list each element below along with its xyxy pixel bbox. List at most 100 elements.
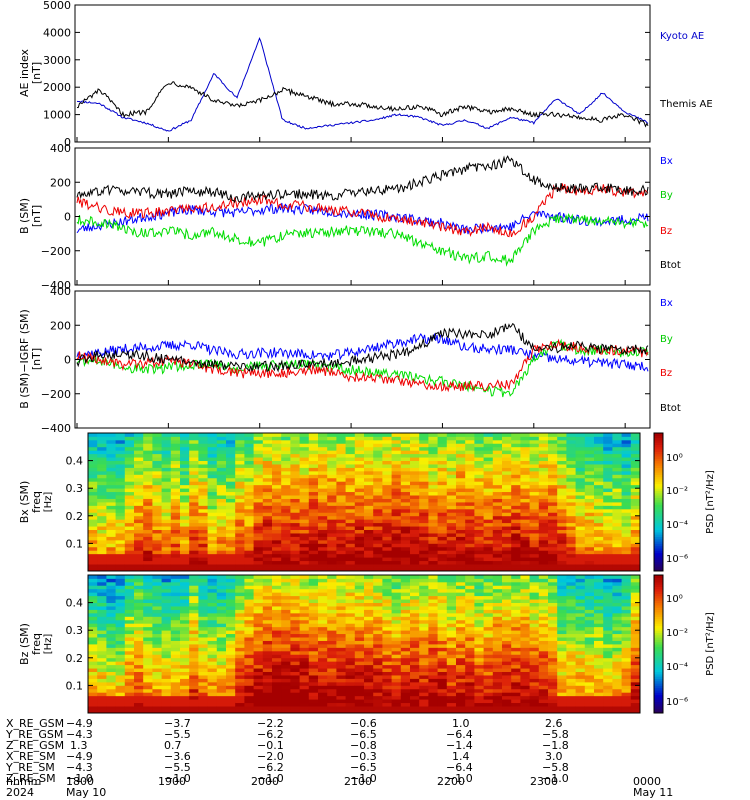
spectrogram-cell: [253, 585, 264, 590]
spectrogram-cell: [474, 612, 484, 617]
spectrogram-cell: [382, 495, 392, 499]
spectrogram-cell: [594, 546, 604, 551]
spectrogram-cell: [621, 671, 632, 676]
spectrogram-cell: [336, 464, 346, 468]
colorbar-segment: [654, 568, 663, 572]
spectrogram-cell: [336, 695, 346, 700]
spectrogram-cell: [216, 488, 227, 493]
spectrogram-cell: [262, 644, 273, 648]
spectrogram-cell: [244, 488, 254, 493]
spectrogram-cell: [152, 446, 162, 451]
spectrogram-cell: [152, 457, 162, 461]
spectrogram-cell: [538, 470, 549, 475]
spectrogram-cell: [336, 592, 346, 597]
spectrogram-cell: [566, 470, 576, 475]
spectrogram-cell: [502, 592, 512, 597]
spectrogram-cell: [410, 619, 420, 624]
spectrogram-cell: [391, 695, 402, 700]
spectrogram-cell: [465, 585, 475, 590]
spectrogram-cell: [456, 474, 466, 479]
spectrogram-cell: [621, 626, 632, 631]
spectrogram-cell: [345, 546, 356, 551]
spectrogram-cell: [373, 609, 383, 614]
spectrogram-cell: [235, 502, 245, 506]
spectrogram-cell: [143, 450, 153, 455]
spectrogram-cell: [180, 633, 190, 638]
spectrogram-cell: [474, 557, 484, 562]
spectrogram-cell: [318, 599, 328, 603]
spectrogram-cell: [557, 453, 567, 458]
spectrogram-cell: [235, 443, 245, 448]
spectrogram-cell: [318, 616, 328, 621]
spectrogram-cell: [189, 488, 199, 493]
spectrogram-cell: [106, 560, 116, 565]
spectrogram-cell: [290, 668, 300, 672]
spectrogram-cell: [170, 606, 181, 610]
spectrogram-cell: [336, 508, 346, 513]
spectrogram-cell: [465, 546, 475, 551]
spectrogram-cell: [557, 512, 567, 517]
spectrogram-cell: [382, 560, 392, 565]
spectrogram-cell: [198, 526, 208, 530]
spectrogram-cell: [244, 709, 254, 714]
spectrogram-cell: [124, 464, 135, 468]
spectrogram-cell: [373, 484, 383, 489]
spectrogram-cell: [483, 678, 494, 683]
spectrogram-cell: [410, 467, 420, 472]
spectrogram-cell: [272, 671, 282, 676]
spectrogram-cell: [538, 595, 549, 600]
spectrogram-cell: [345, 612, 356, 617]
spectrogram-cell: [364, 578, 374, 583]
spectrogram-cell: [152, 433, 162, 437]
spectrogram-cell: [318, 464, 328, 468]
spectrogram-cell: [281, 630, 291, 635]
spectrogram-cell: [327, 702, 337, 707]
spectrogram-cell: [465, 491, 475, 496]
spectrogram-cell: [391, 623, 402, 628]
spectrogram-cell: [364, 560, 374, 565]
spectrogram-cell: [446, 599, 457, 603]
spectrogram-cell: [400, 536, 411, 541]
spectrogram-cell: [575, 588, 586, 593]
spectrogram-cell: [345, 599, 356, 603]
spectrogram-cell: [446, 539, 457, 544]
spectrogram-cell: [207, 633, 218, 638]
spectrogram-cell: [548, 599, 558, 603]
spectrogram-cell: [474, 688, 484, 693]
colorbar-segment: [654, 476, 663, 480]
spectrogram-cell: [198, 557, 208, 562]
spectrogram-cell: [235, 436, 245, 441]
colorbar-segment: [654, 488, 663, 491]
spectrogram-cell: [318, 675, 328, 679]
spectrogram-cell: [511, 567, 521, 572]
spectrogram-cell: [410, 474, 420, 479]
spectrogram-cell: [189, 433, 199, 437]
spectrogram-cell: [446, 630, 457, 635]
spectrogram-cell: [262, 575, 273, 579]
spectrogram-cell: [226, 436, 236, 441]
spectrogram-cell: [281, 675, 291, 679]
spectrogram-cell: [170, 644, 181, 648]
spectrogram-cell: [502, 588, 512, 593]
spectrogram-cell: [437, 546, 448, 551]
spectrogram-cell: [134, 443, 144, 448]
spectrogram-cell: [97, 567, 107, 572]
spectrogram-cell: [511, 647, 521, 652]
spectrogram-cell: [474, 668, 484, 672]
spectrogram-cell: [226, 592, 236, 597]
spectrogram-cell: [216, 498, 227, 503]
spectrogram-cell: [511, 612, 521, 617]
spectrogram-cell: [88, 688, 98, 693]
spectrogram-cell: [603, 488, 613, 493]
spectrogram-cell: [529, 505, 540, 510]
spectrogram-cell: [152, 477, 162, 482]
spectrogram-cell: [391, 595, 402, 600]
spectrogram-cell: [244, 595, 254, 600]
spectrogram-cell: [483, 519, 494, 524]
spectrogram-cell: [198, 688, 208, 693]
spectrogram-cell: [180, 664, 190, 669]
spectrogram-cell: [584, 505, 595, 510]
spectrogram-cell: [437, 508, 448, 513]
spectrogram-cell: [180, 685, 190, 690]
spectrogram-cell: [511, 481, 521, 486]
